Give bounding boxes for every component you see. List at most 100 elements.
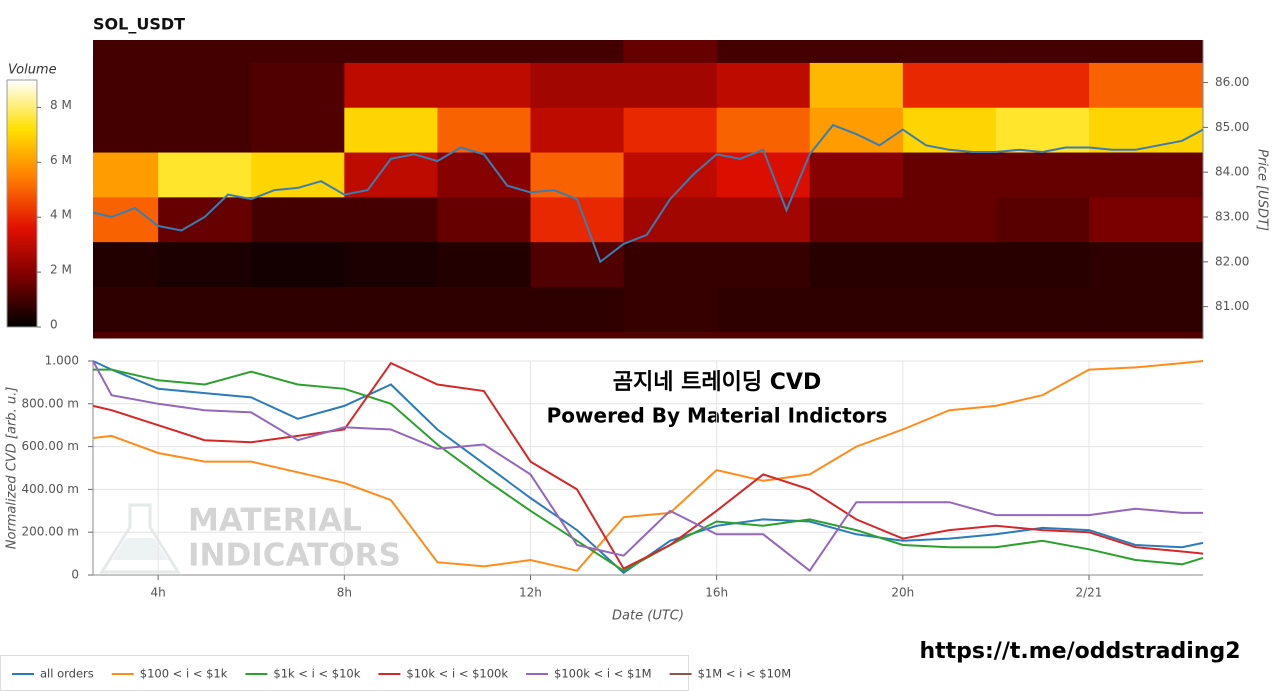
heatmap-cell xyxy=(995,331,1090,339)
legend-item[interactable]: $1M < i < $10M xyxy=(669,667,792,681)
legend-item[interactable]: $1k < i < $10k xyxy=(245,667,361,681)
heatmap-cell xyxy=(995,107,1090,153)
y-tick-label: 200.00 m xyxy=(22,525,80,539)
chart-title: SOL_USDT xyxy=(93,15,185,34)
heatmap-cell xyxy=(437,241,531,287)
heatmap-cell xyxy=(93,40,159,63)
heatmap-cell xyxy=(344,62,438,108)
legend-item[interactable]: all orders xyxy=(12,667,94,681)
heatmap-cell xyxy=(809,152,904,198)
colorbar-tick-label: 0 xyxy=(50,318,58,332)
heatmap-cell xyxy=(158,152,252,198)
y-tick-label: 1.000 xyxy=(45,354,79,368)
heatmap-cell xyxy=(158,241,252,287)
heatmap-cell xyxy=(716,62,811,108)
heatmap-cell xyxy=(902,62,997,108)
heatmap-cell xyxy=(902,152,997,198)
heatmap-cell xyxy=(902,331,997,339)
y-tick-label: 83.00 xyxy=(1215,210,1249,224)
heatmap-cell xyxy=(995,241,1090,287)
heatmap-cell xyxy=(716,107,811,153)
heatmap-cell xyxy=(251,241,345,287)
y-axis-label: Normalized CVD [arb. u.] xyxy=(5,387,20,550)
heatmap-cell xyxy=(809,241,904,287)
heatmap-cell xyxy=(93,331,159,339)
heatmap-cell xyxy=(623,286,718,332)
heatmap-cell xyxy=(809,286,904,332)
price-line xyxy=(92,123,1204,264)
x-tick-label: 12h xyxy=(519,586,542,600)
heatmap-cell xyxy=(344,241,438,287)
heatmap-cell xyxy=(530,62,625,108)
heatmap-cell xyxy=(1088,40,1204,63)
heatmap-cell xyxy=(251,152,345,198)
heatmap-cell xyxy=(902,286,997,332)
legend-label: $100k < i < $1M xyxy=(554,667,652,681)
heatmap-cell xyxy=(1088,196,1204,243)
heatmap-cell xyxy=(530,286,625,332)
heatmap-cell xyxy=(344,196,438,243)
y-tick-label: 800.00 m xyxy=(22,396,80,410)
colorbar-tick-label: 8 M xyxy=(50,98,72,112)
heatmap-cell xyxy=(530,241,625,287)
heatmap-cell xyxy=(251,62,345,108)
legend-label: $1M < i < $10M xyxy=(698,667,792,681)
heatmap-cell xyxy=(623,152,718,198)
heatmap-cell xyxy=(437,152,531,198)
heatmap-cell xyxy=(623,331,718,339)
heatmap-cell xyxy=(809,331,904,339)
y-tick-label: 0 xyxy=(71,568,79,582)
legend-item[interactable]: $100 < i < $1k xyxy=(111,667,228,681)
heatmap xyxy=(93,40,1204,339)
heatmap-cell xyxy=(530,40,625,63)
heatmap-cell xyxy=(995,152,1090,198)
heatmap-cell xyxy=(1088,152,1204,198)
legend-item[interactable]: $10k < i < $100k xyxy=(378,667,508,681)
heatmap-cell xyxy=(716,196,811,243)
y-tick-label: 86.00 xyxy=(1215,75,1249,89)
heatmap-cell xyxy=(93,241,159,287)
heatmap-cell xyxy=(437,286,531,332)
x-tick-label: 16h xyxy=(705,586,728,600)
legend-label: all orders xyxy=(40,667,94,681)
heatmap-cell xyxy=(344,40,438,63)
y-tick-label: 81.00 xyxy=(1215,299,1249,313)
heatmap-cell xyxy=(251,196,345,243)
heatmap-cell xyxy=(902,107,997,153)
heatmap-cell xyxy=(344,107,438,153)
x-tick-label: 8h xyxy=(337,586,352,600)
heatmap-cell xyxy=(437,196,531,243)
heatmap-cell xyxy=(251,40,345,63)
series-line xyxy=(92,360,1203,573)
heatmap-cell xyxy=(93,62,159,108)
y-axis-label: Price [USDT] xyxy=(1255,149,1270,231)
y-tick-label: 84.00 xyxy=(1215,165,1249,179)
heatmap-cell xyxy=(716,40,811,63)
heatmap-cell xyxy=(344,331,438,339)
heatmap-cell xyxy=(530,107,625,153)
heatmap-cell xyxy=(623,196,718,243)
heatmap-cell xyxy=(809,40,904,63)
heatmap-cell xyxy=(716,286,811,332)
watermark-icon xyxy=(99,503,181,574)
y-tick-label: 600.00 m xyxy=(22,439,80,453)
heatmap-cell xyxy=(437,40,531,63)
heatmap-cell xyxy=(995,196,1090,243)
heatmap-cell xyxy=(158,107,252,153)
x-tick-label: 4h xyxy=(151,586,166,600)
heatmap-cell xyxy=(158,196,252,243)
colorbar-tick-label: 6 M xyxy=(50,153,72,167)
heatmap-cell xyxy=(530,331,625,339)
heatmap-cell xyxy=(809,62,904,108)
heatmap-cell xyxy=(344,286,438,332)
x-tick-label: 2/21 xyxy=(1075,586,1102,600)
heatmap-cell xyxy=(158,62,252,108)
heatmap-cell xyxy=(902,196,997,243)
heatmap-cell xyxy=(93,107,159,153)
heatmap-cell xyxy=(158,40,252,63)
legend-item[interactable]: $100k < i < $1M xyxy=(526,667,652,681)
legend-label: $1k < i < $10k xyxy=(273,667,360,681)
colorbar-tick-label: 4 M xyxy=(50,208,72,222)
heatmap-cell xyxy=(251,107,345,153)
